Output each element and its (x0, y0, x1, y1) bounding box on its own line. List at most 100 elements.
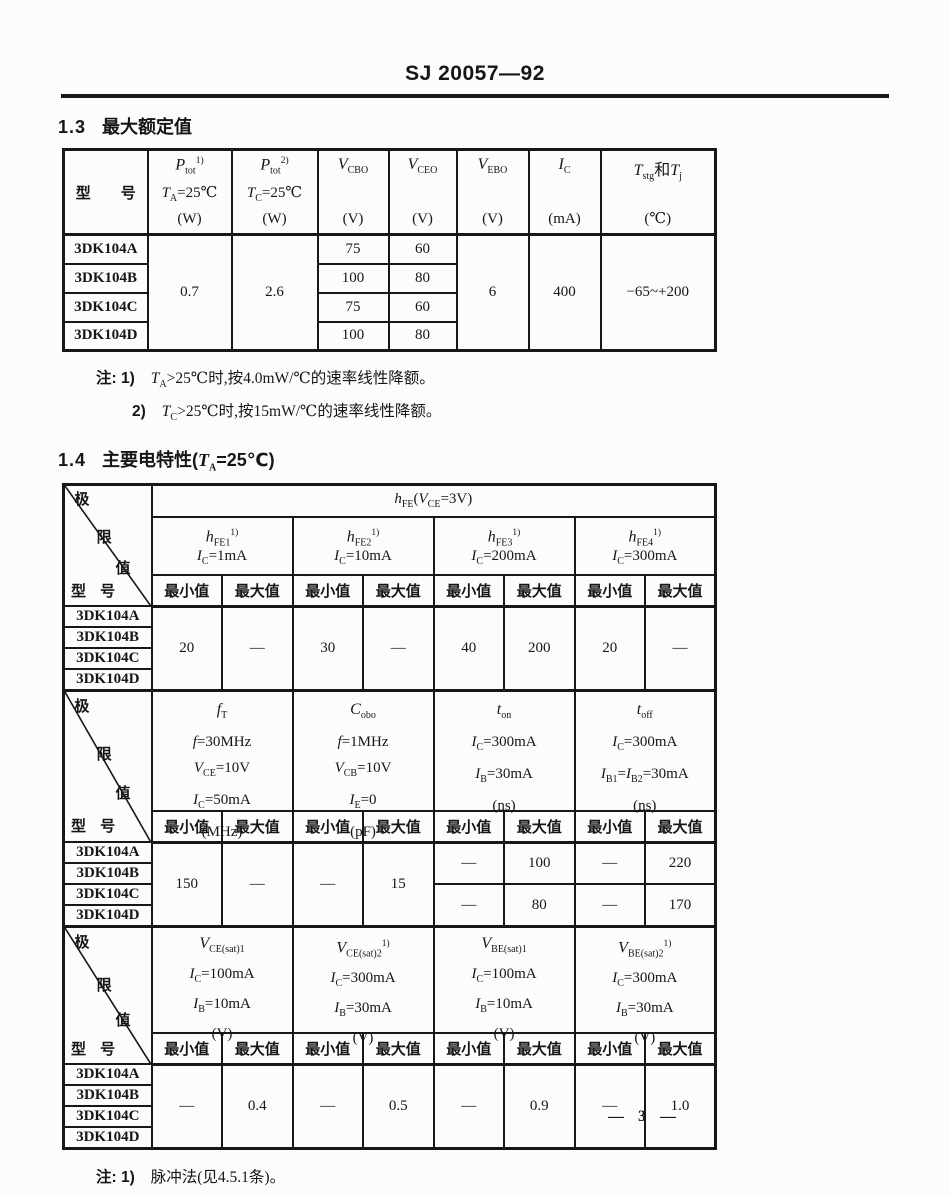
max-header: 最大值 (644, 809, 717, 844)
diagonal-header-cell: 极 限 值 型 号 (62, 483, 153, 608)
model-cell: 3DK104B (62, 1084, 153, 1108)
model-cell: 3DK104B (62, 862, 153, 886)
table-row: 3DK104C (62, 1105, 716, 1129)
diagonal-line (65, 486, 151, 606)
table-row: 3DK104B (62, 862, 716, 886)
diagonal-line (65, 928, 151, 1064)
table-row: 3DK104D (62, 668, 716, 692)
min-header: 最小值 (432, 573, 505, 608)
min-header: 最小值 (150, 809, 223, 844)
value-cell: 1.0 (644, 1063, 717, 1150)
model-cell: 3DK104C (62, 883, 153, 907)
table-row: 3DK104B (62, 626, 716, 650)
model-cell: 3DK104A (62, 605, 153, 629)
section-1-4-title: 主要电特性(TA=25℃) (102, 450, 275, 474)
value-cell: — (362, 605, 435, 692)
min-header: 最小值 (432, 1031, 506, 1066)
max-header: 最大值 (503, 1031, 576, 1066)
corner-label-model: 型 号 (70, 817, 121, 835)
section-1-3-number: 1.3 (58, 117, 87, 137)
corner-label-limit-2: 限 (96, 528, 112, 546)
max-header: 最大值 (221, 1031, 294, 1066)
value-cell: 0.9 (503, 1063, 576, 1150)
model-cell: 3DK104A (62, 841, 153, 865)
value-cell: 170 (644, 883, 717, 928)
corner-label-limit-1: 极 (74, 698, 90, 716)
value-cell: — (432, 883, 505, 928)
table-row: 3DK104B 100 80 (62, 262, 716, 294)
model-cell: 3DK104B (62, 262, 149, 294)
note-1: 注: 1) TA>25℃时,按4.0mW/℃的速率线性降额。 (96, 370, 435, 391)
vbesat2-header: VBE(sat)21) IC=300mA IB=30mA (V) (573, 925, 717, 1046)
value-cell: 100 (316, 262, 390, 294)
min-header: 最小值 (150, 1031, 223, 1066)
value-cell: 75 (316, 233, 390, 265)
ptot1-column-header: Ptot1) TA=25℃ (W) (146, 148, 233, 236)
value-cell: — (573, 883, 647, 928)
table-row: 3DK104D (62, 1126, 716, 1150)
model-cell: 3DK104D (62, 320, 149, 352)
hfe1-header: hFE11) IC=1mA (150, 515, 294, 576)
value-cell: 60 (387, 291, 458, 323)
value-cell: 80 (503, 883, 576, 928)
table-row: 3DK104A — 0.4 — 0.5 — 0.9 — 1.0 (62, 1063, 717, 1150)
model-cell: 3DK104C (62, 1105, 153, 1129)
max-header: 最大值 (362, 573, 435, 608)
value-cell: 6 (455, 233, 530, 352)
table-header-row: 型 号 Ptot1) TA=25℃ (W) Ptot2) TC=25℃ (W) VCBO… (62, 148, 717, 236)
min-header: 最小值 (291, 573, 364, 608)
vebo-column-header: VEBO (V) (455, 148, 530, 236)
value-cell: 150 (150, 841, 223, 928)
value-cell: 0.5 (362, 1063, 435, 1150)
min-header: 最小值 (150, 573, 223, 608)
corner-label-limit-2: 限 (96, 976, 112, 994)
value-cell: 100 (316, 320, 390, 352)
pulse-method-note: 注: 1) 脉冲法(见4.5.1条)。 (96, 1168, 286, 1186)
section-1-3-notes: 注: 1) TA>25℃时,按4.0mW/℃的速率线性降额。 2) TC>25℃时,… (96, 365, 950, 431)
corner-label-limit-3: 值 (115, 1012, 131, 1030)
dynamic-params-table: 极 限 值 型 号 fT f=30MHz VCE=10V IC=50mA (MHz) C… (62, 688, 718, 928)
value-cell: 220 (644, 841, 717, 886)
model-cell: 3DK104C (62, 291, 149, 323)
table-row: 3DK104C (62, 647, 716, 671)
vcbo-column-header: VCBO (V) (316, 148, 390, 236)
corner-label-limit-2: 限 (96, 746, 112, 764)
model-cell: 3DK104A (62, 1063, 153, 1087)
value-cell: 400 (527, 233, 602, 352)
model-cell: 3DK104D (62, 1126, 153, 1150)
min-header: 最小值 (291, 1031, 365, 1066)
table-header-row: 极 限 值 型 号 fT f=30MHz VCE=10V IC=50mA (MHz) C… (62, 689, 717, 844)
saturation-table: 极 限 值 型 号 VCE(sat)1 IC=100mA IB=10mA (V) VC… (62, 924, 718, 1150)
value-cell: 0.7 (146, 233, 233, 352)
max-header: 最大值 (644, 1031, 717, 1066)
value-cell: — (432, 1063, 506, 1150)
value-cell: 0.4 (221, 1063, 294, 1150)
corner-label-limit-3: 值 (115, 784, 131, 802)
value-cell: 60 (387, 233, 458, 265)
table-header-row: 极 限 值 型 号 hFE(VCE=3V) (62, 483, 717, 608)
corner-label-limit-3: 值 (115, 560, 131, 578)
table-row: 3DK104A 0.7 2.6 75 60 6 400 −65~+200 (62, 233, 717, 352)
value-cell: — (221, 605, 294, 692)
value-cell: — (573, 841, 647, 886)
diagonal-line (65, 692, 151, 842)
page-number: — 3 — (608, 1108, 676, 1125)
hfe-table: 极 限 值 型 号 hFE(VCE=3V) hFE11) IC=1mA hFE21… (62, 482, 718, 692)
toff-header: toff IC=300mA IB1=IB2=30mA (ns) (573, 689, 717, 814)
max-header: 最大值 (644, 573, 717, 608)
max-header: 最大值 (362, 1031, 435, 1066)
value-cell: — (291, 1063, 365, 1150)
model-cell: 3DK104D (62, 904, 153, 928)
value-cell: −65~+200 (599, 233, 717, 352)
min-max-header-row: 最小值 最大值 最小值 最大值 最小值 最大值 最小值 最大值 (64, 573, 717, 608)
tstg-tj-column-header: Tstg和Tj (℃) (599, 148, 717, 236)
min-header: 最小值 (573, 809, 647, 844)
vbesat1-header: VBE(sat)1 IC=100mA IB=10mA (V) (432, 925, 576, 1042)
vcesat2-header: VCE(sat)21) IC=300mA IB=30mA (V) (291, 925, 435, 1046)
ft-header: fT f=30MHz VCE=10V IC=50mA (MHz) (150, 689, 294, 840)
diagonal-header-cell: 极 限 值 型 号 (62, 689, 153, 844)
value-cell: 30 (291, 605, 364, 692)
standard-number: SJ 20057—92 (405, 62, 545, 85)
max-header: 最大值 (503, 809, 576, 844)
